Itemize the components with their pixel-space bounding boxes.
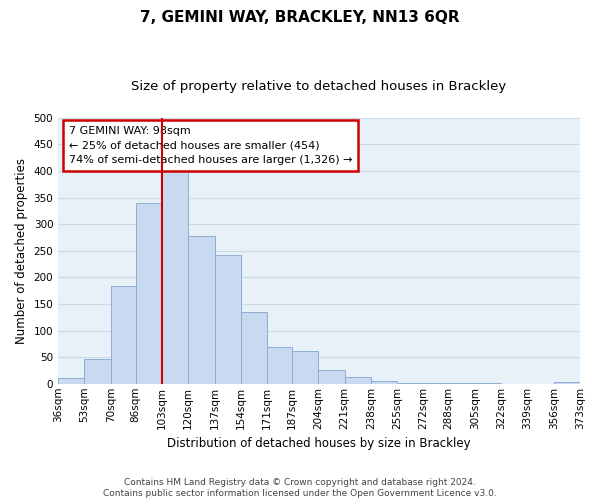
Text: 7, GEMINI WAY, BRACKLEY, NN13 6QR: 7, GEMINI WAY, BRACKLEY, NN13 6QR bbox=[140, 10, 460, 25]
Y-axis label: Number of detached properties: Number of detached properties bbox=[15, 158, 28, 344]
Bar bbox=[448, 383, 475, 384]
Bar bbox=[58, 378, 85, 384]
Bar bbox=[188, 236, 215, 384]
X-axis label: Distribution of detached houses by size in Brackley: Distribution of detached houses by size … bbox=[167, 437, 471, 450]
Text: Contains HM Land Registry data © Crown copyright and database right 2024.
Contai: Contains HM Land Registry data © Crown c… bbox=[103, 478, 497, 498]
Bar bbox=[292, 351, 319, 384]
Bar bbox=[371, 381, 397, 384]
Bar bbox=[136, 203, 162, 384]
Bar bbox=[424, 383, 448, 384]
Bar bbox=[554, 382, 580, 384]
Bar bbox=[319, 370, 344, 384]
Bar bbox=[397, 382, 424, 384]
Bar bbox=[215, 255, 241, 384]
Bar bbox=[162, 171, 188, 384]
Bar bbox=[241, 312, 267, 384]
Bar bbox=[85, 360, 111, 384]
Bar bbox=[475, 383, 501, 384]
Text: 7 GEMINI WAY: 98sqm
← 25% of detached houses are smaller (454)
74% of semi-detac: 7 GEMINI WAY: 98sqm ← 25% of detached ho… bbox=[68, 126, 352, 166]
Bar bbox=[344, 378, 371, 384]
Bar bbox=[267, 346, 292, 384]
Bar bbox=[111, 286, 136, 384]
Title: Size of property relative to detached houses in Brackley: Size of property relative to detached ho… bbox=[131, 80, 507, 93]
